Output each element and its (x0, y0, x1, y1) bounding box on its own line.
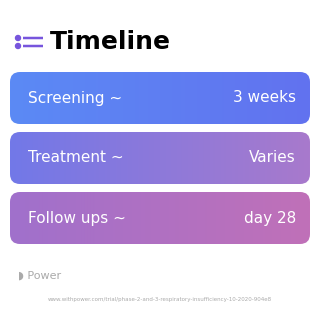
Text: Treatment ~: Treatment ~ (28, 150, 124, 165)
Circle shape (15, 36, 20, 41)
FancyBboxPatch shape (23, 37, 43, 39)
Text: Timeline: Timeline (50, 30, 171, 54)
Text: Follow ups ~: Follow ups ~ (28, 211, 126, 226)
FancyBboxPatch shape (23, 45, 43, 47)
Text: Screening ~: Screening ~ (28, 91, 122, 106)
Text: ◗ Power: ◗ Power (18, 271, 61, 281)
Text: day 28: day 28 (244, 211, 296, 226)
Text: Varies: Varies (249, 150, 296, 165)
Text: 3 weeks: 3 weeks (233, 91, 296, 106)
Circle shape (15, 43, 20, 48)
Text: www.withpower.com/trial/phase-2-and-3-respiratory-insufficiency-10-2020-904e8: www.withpower.com/trial/phase-2-and-3-re… (48, 298, 272, 302)
